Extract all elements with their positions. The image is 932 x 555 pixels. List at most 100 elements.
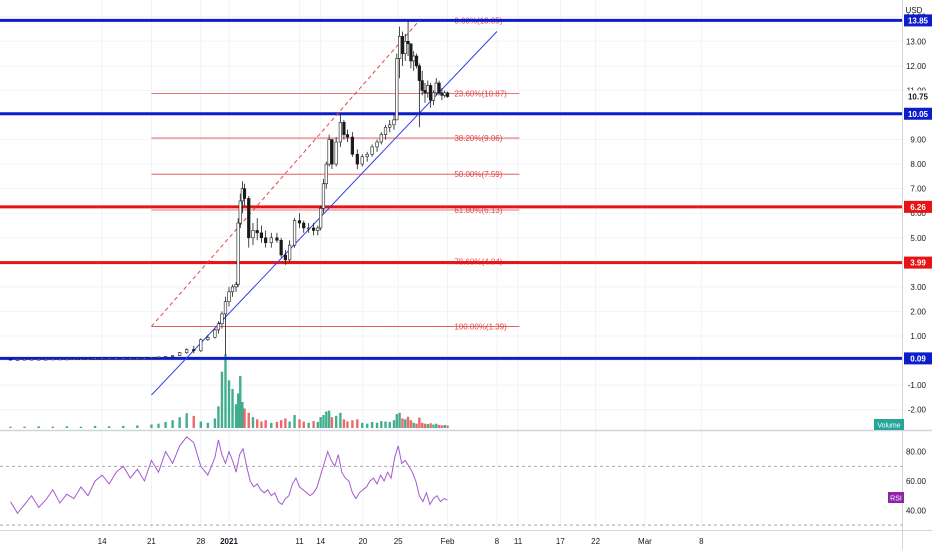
volume-bar: [412, 422, 415, 428]
price-tick-label: 12.00: [906, 62, 927, 71]
candle-body: [236, 222, 240, 285]
volume-bar: [302, 421, 305, 428]
candle-body: [375, 141, 379, 148]
candle-body: [307, 227, 311, 230]
fib-level-label: 100.00%(1.39): [454, 322, 507, 331]
candle-body: [383, 126, 388, 135]
volume-bar: [293, 415, 296, 428]
time-tick-label: 21: [147, 537, 156, 546]
volume-bar: [247, 412, 250, 428]
volume-bar: [231, 389, 234, 428]
time-tick-label: 22: [591, 537, 600, 546]
price-tag-10.05-bg: [904, 107, 932, 120]
volume-bar: [440, 425, 444, 428]
volume-bar: [192, 415, 195, 428]
volume-bar: [206, 422, 210, 428]
volume-bar: [251, 417, 255, 428]
candle-body: [288, 244, 292, 261]
volume-bar: [178, 417, 181, 428]
volume-bar: [330, 417, 334, 428]
volume-bar: [243, 408, 246, 428]
time-tick-label: 14: [316, 537, 325, 546]
volume-bar: [398, 412, 401, 428]
horizontal-levels[interactable]: [0, 18, 902, 360]
candle-body: [443, 92, 447, 96]
price-tick-label: -2.00: [908, 406, 927, 415]
fib-level-label: 38.20%(9.06): [454, 134, 502, 143]
candle-body: [392, 119, 396, 126]
candle-body: [37, 358, 41, 361]
volume-bar: [401, 418, 404, 428]
candle-body: [437, 82, 441, 94]
volume-bar: [420, 422, 424, 428]
volume-bar: [217, 406, 220, 428]
candle-body: [251, 230, 255, 239]
candles: [8, 20, 450, 361]
candle-body: [334, 141, 338, 165]
candle-body: [163, 356, 168, 358]
volume-bar: [319, 417, 322, 428]
rsi-tick-label: 40.00: [906, 506, 927, 515]
last-price-tag: 10.75: [908, 93, 929, 102]
candle-body: [388, 124, 392, 128]
volume-bar: [443, 424, 446, 428]
volume-bar: [429, 423, 432, 428]
candle-body: [135, 357, 139, 359]
volume-bar: [388, 421, 391, 428]
price-tick-label: 13.00: [906, 37, 927, 46]
volume-bar: [392, 420, 396, 428]
candle-body: [264, 237, 268, 244]
volume-bar: [384, 421, 387, 428]
candle-body: [403, 40, 407, 54]
candle-body: [178, 352, 182, 356]
volume-bar: [327, 410, 331, 428]
volume-tag: Volume: [877, 423, 900, 430]
time-axis[interactable]: 14 21 28 2021 11 14 20 25 Feb 8 11 17 22 Mar 8: [98, 537, 704, 546]
candle-body: [292, 220, 297, 246]
volume-bar: [150, 424, 153, 428]
volume-bar: [307, 422, 310, 428]
candle-body: [58, 358, 62, 361]
volume-bar: [325, 411, 328, 428]
candle-body: [302, 222, 306, 229]
volume-bar: [264, 420, 267, 428]
candle-body: [227, 291, 231, 302]
volume-bar: [241, 402, 244, 428]
rsi-tag-bg: [888, 492, 904, 503]
candle-body: [72, 358, 76, 360]
volume-bar: [239, 376, 242, 428]
candle-body: [426, 85, 430, 94]
volume-bar: [351, 420, 354, 428]
candle-body: [365, 153, 369, 158]
candle-body: [423, 90, 427, 94]
candle-body: [206, 336, 210, 341]
volume-bar: [365, 423, 369, 428]
volume-bar: [415, 423, 418, 428]
volume-bar: [418, 417, 421, 428]
fibonacci-retracement[interactable]: 0.00%(13.85)23.60%(10.87)38.20%(9.06)50.…: [151, 16, 520, 331]
volume-bar: [9, 426, 12, 428]
volume-bar: [65, 426, 69, 428]
volume-bar: [236, 393, 240, 428]
price-tag-0.09-bg: [904, 352, 932, 365]
volume-bar: [409, 420, 413, 428]
candle-body: [431, 92, 436, 101]
volume-bar: [395, 414, 398, 428]
candle-body: [406, 40, 410, 45]
candle-body: [156, 356, 161, 359]
volume-bar: [435, 423, 438, 428]
volume-bar: [51, 426, 54, 428]
price-tick-label: 1.00: [910, 332, 926, 341]
volume-bar: [279, 420, 283, 428]
volume-bar: [220, 371, 224, 428]
candle-body: [114, 357, 118, 360]
rsi-line: [10, 436, 448, 515]
candle-body: [121, 357, 125, 360]
price-tag-10.05: 10.05: [908, 110, 929, 119]
candle-body: [434, 82, 438, 94]
volume-bar: [370, 421, 374, 428]
candle-body: [324, 163, 328, 185]
